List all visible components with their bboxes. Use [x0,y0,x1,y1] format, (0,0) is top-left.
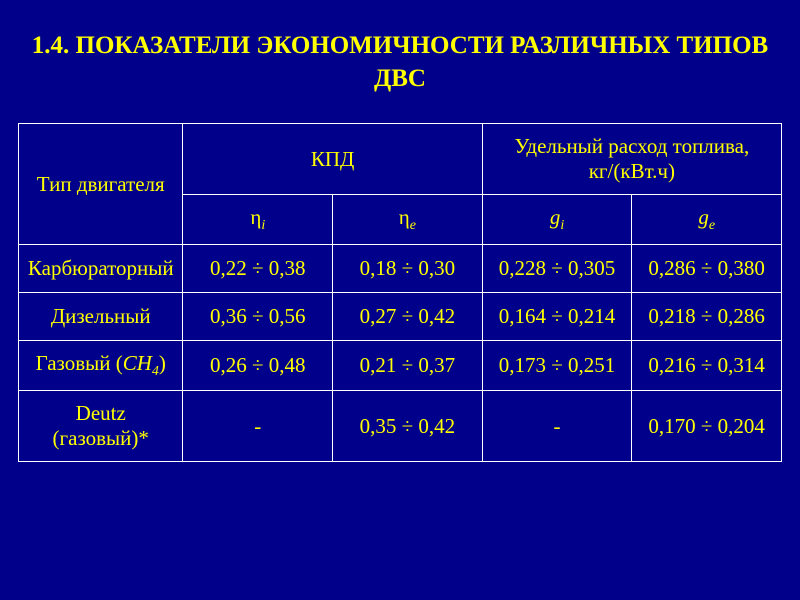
cell-g-e: 0,170 ÷ 0,204 [632,391,782,462]
cell-engine-type: Газовый (CH4) [19,341,183,391]
header-eta-e: ηe [333,195,483,245]
table-row: Газовый (CH4) 0,26 ÷ 0,48 0,21 ÷ 0,37 0,… [19,341,782,391]
table-body: Карбюраторный 0,22 ÷ 0,38 0,18 ÷ 0,30 0,… [19,245,782,462]
cell-eta-i: 0,36 ÷ 0,56 [183,293,333,341]
cell-g-e: 0,218 ÷ 0,286 [632,293,782,341]
cell-engine-type: Deutz (газовый)* [19,391,183,462]
header-g-e: ge [632,195,782,245]
header-g-i: gi [482,195,632,245]
cell-engine-type: Карбюраторный [19,245,183,293]
header-efficiency: КПД [183,124,482,195]
cell-g-i: 0,173 ÷ 0,251 [482,341,632,391]
header-eta-i: ηi [183,195,333,245]
cell-eta-e: 0,35 ÷ 0,42 [333,391,483,462]
slide-container: 1.4. ПОКАЗАТЕЛИ ЭКОНОМИЧНОСТИ РАЗЛИЧНЫХ … [0,0,800,600]
table-row: Deutz (газовый)* - 0,35 ÷ 0,42 - 0,170 ÷… [19,391,782,462]
table-header-row-1: Тип двигателя КПД Удельный расход топлив… [19,124,782,195]
cell-eta-e: 0,21 ÷ 0,37 [333,341,483,391]
cell-g-e: 0,216 ÷ 0,314 [632,341,782,391]
header-engine-type: Тип двигателя [19,124,183,245]
cell-g-i: 0,164 ÷ 0,214 [482,293,632,341]
cell-g-i: - [482,391,632,462]
slide-title: 1.4. ПОКАЗАТЕЛИ ЭКОНОМИЧНОСТИ РАЗЛИЧНЫХ … [18,30,782,95]
data-table: Тип двигателя КПД Удельный расход топлив… [18,123,782,462]
table-row: Дизельный 0,36 ÷ 0,56 0,27 ÷ 0,42 0,164 … [19,293,782,341]
cell-eta-e: 0,18 ÷ 0,30 [333,245,483,293]
header-fuel-consumption: Удельный расход топлива, кг/(кВт.ч) [482,124,781,195]
cell-g-e: 0,286 ÷ 0,380 [632,245,782,293]
cell-eta-i: 0,22 ÷ 0,38 [183,245,333,293]
cell-g-i: 0,228 ÷ 0,305 [482,245,632,293]
cell-eta-i: - [183,391,333,462]
cell-engine-type: Дизельный [19,293,183,341]
cell-eta-e: 0,27 ÷ 0,42 [333,293,483,341]
table-row: Карбюраторный 0,22 ÷ 0,38 0,18 ÷ 0,30 0,… [19,245,782,293]
cell-eta-i: 0,26 ÷ 0,48 [183,341,333,391]
